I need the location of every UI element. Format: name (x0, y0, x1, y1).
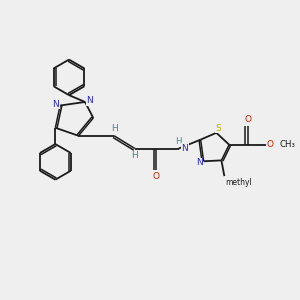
Text: S: S (216, 124, 222, 133)
Text: H: H (111, 124, 118, 133)
Text: N: N (86, 96, 93, 105)
Text: H: H (131, 151, 138, 160)
Text: O: O (244, 115, 251, 124)
Text: O: O (153, 172, 160, 181)
Text: N: N (181, 144, 188, 153)
Text: O: O (267, 140, 274, 149)
Text: CH₃: CH₃ (279, 140, 295, 149)
Text: H: H (175, 136, 181, 146)
Text: methyl: methyl (225, 178, 252, 187)
Text: N: N (52, 100, 59, 109)
Text: N: N (196, 158, 202, 167)
